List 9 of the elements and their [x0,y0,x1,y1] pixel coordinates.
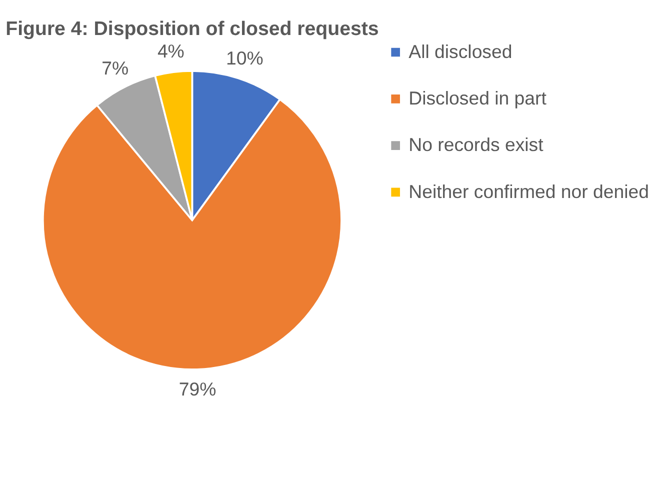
chart-title: Figure 4: Disposition of closed requests [6,18,379,40]
data-label: 10% [226,47,264,68]
legend-label: Neither confirmed nor denied [408,180,650,202]
data-label: 7% [102,58,129,79]
data-label: 79% [178,378,216,400]
legend-label: All disclosed [408,40,512,62]
data-label: 4% [157,40,184,62]
legend-label: No records exist [408,134,544,156]
legend-label: Disclosed in part [408,88,548,109]
